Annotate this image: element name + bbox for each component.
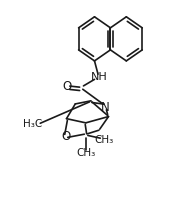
Text: CH₃: CH₃ bbox=[76, 148, 95, 158]
Text: CH₃: CH₃ bbox=[94, 135, 114, 145]
Text: H₃C: H₃C bbox=[23, 119, 42, 129]
Text: O: O bbox=[61, 130, 70, 143]
Text: N: N bbox=[101, 101, 109, 114]
Text: O: O bbox=[63, 80, 72, 93]
Text: NH: NH bbox=[90, 72, 107, 82]
